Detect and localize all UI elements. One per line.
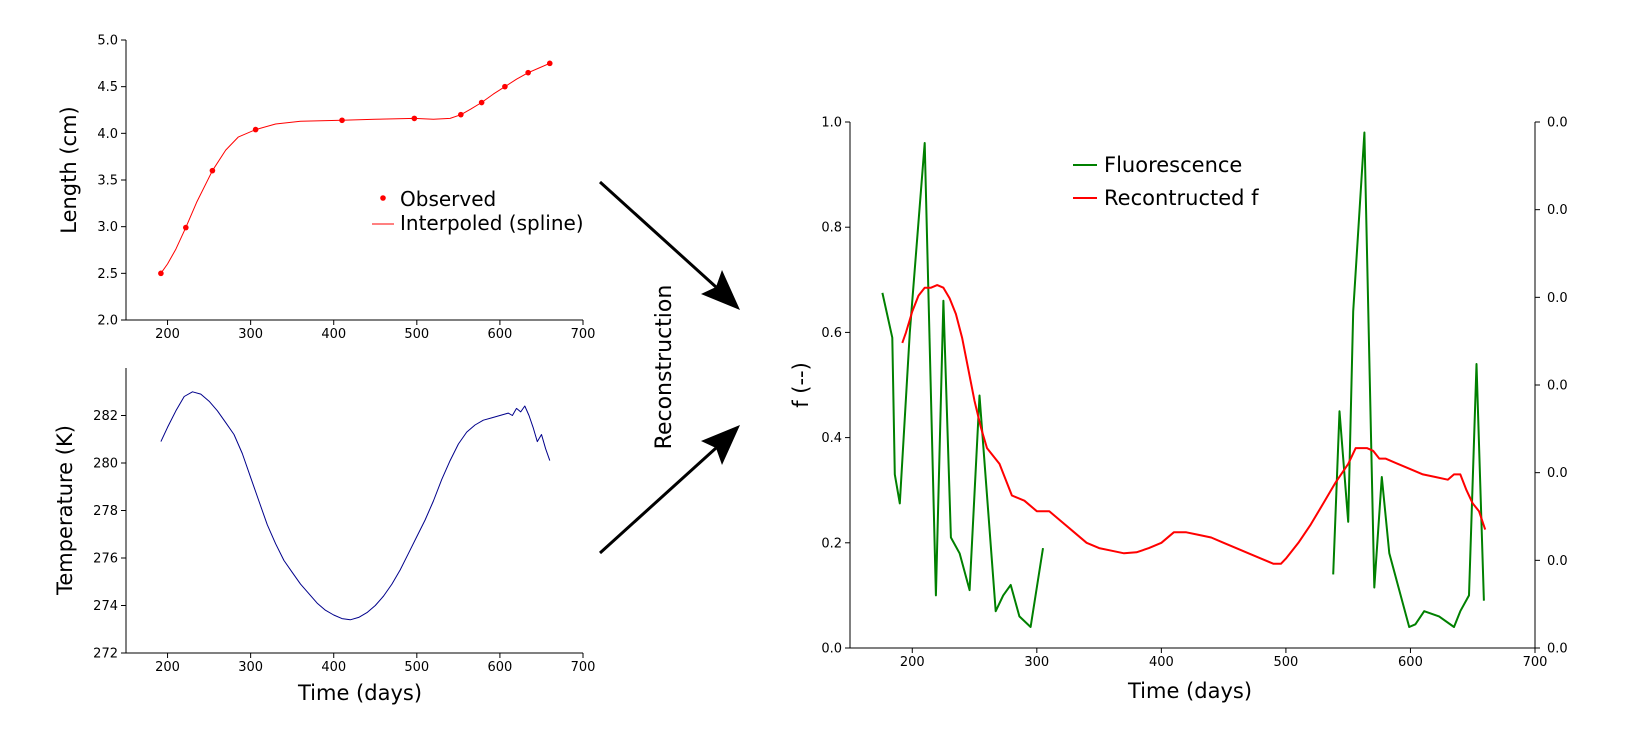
recontructed-f-series-line [901, 284, 1487, 565]
x-tick-label: 200 [155, 660, 180, 675]
y-tick-label: 4.0 [97, 127, 118, 142]
y-tick-label: 280 [93, 457, 118, 472]
length-legend: Observed Interpoled (spline) [372, 187, 584, 235]
right-tick-label: 0.0 [1547, 203, 1568, 218]
arrow-upper-head [701, 270, 740, 310]
x-tick-label: 200 [900, 655, 925, 670]
x-tick-label: 300 [1024, 655, 1049, 670]
x-tick-label: 300 [238, 660, 263, 675]
legend-spline-label: Interpoled (spline) [400, 211, 584, 235]
right-tick-label: 0.0 [1547, 466, 1568, 481]
length-axes [125, 40, 583, 321]
y-tick-label: 0.0 [821, 642, 842, 657]
x-tick-label: 500 [1273, 655, 1298, 670]
x-tick-label: 700 [1523, 655, 1548, 670]
y-tick-label: 276 [93, 552, 118, 567]
x-tick-label: 400 [321, 660, 346, 675]
x-tick-label: 300 [238, 327, 263, 342]
y-tick-label: 272 [93, 647, 118, 662]
right-tick-label: 0.0 [1547, 554, 1568, 569]
y-tick-label: 282 [93, 409, 118, 424]
x-tick-label: 600 [487, 327, 512, 342]
y-tick-label: 5.0 [97, 34, 118, 49]
fluorescence-series-line [1332, 131, 1485, 628]
y-tick-label: 0.6 [821, 326, 842, 341]
arrow-label: Reconstruction [652, 285, 677, 450]
right-tick-label: 0.0 [1547, 116, 1568, 131]
temperature-ylabel: Temperature (K) [53, 425, 77, 596]
temperature-axes [125, 368, 583, 654]
y-tick-label: 4.5 [97, 80, 118, 95]
arrow-upper [598, 180, 718, 289]
x-tick-label: 500 [404, 327, 429, 342]
legend-reconstructed-label: Recontructed f [1104, 186, 1259, 210]
temperature-chart: 272 274 276 278 280 282 200 300 400 500 600 700 Te… [53, 368, 595, 705]
y-tick-label: 0.2 [821, 536, 842, 551]
temperature-series-line [160, 391, 551, 621]
y-tick-label: 0.8 [821, 221, 842, 236]
x-tick-label: 500 [404, 660, 429, 675]
y-tick-label: 2.0 [97, 314, 118, 329]
arrow-lower [598, 446, 718, 555]
legend-fluorescence-label: Fluorescence [1104, 153, 1242, 177]
right-tick-label: 0.0 [1547, 642, 1568, 657]
x-tick-label: 700 [571, 327, 596, 342]
y-tick-label: 3.5 [97, 174, 118, 189]
y-tick-label: 1.0 [821, 116, 842, 131]
x-tick-label: 600 [1398, 655, 1423, 670]
fluorescence-series-line [881, 142, 1044, 628]
y-tick-label: 3.0 [97, 220, 118, 235]
reconstruction-arrows: Reconstruction [598, 180, 740, 555]
x-tick-label: 200 [155, 327, 180, 342]
length-ylabel: Length (cm) [57, 106, 81, 234]
fluorescence-legend: Fluorescence Recontructed f [1073, 153, 1259, 210]
fluorescence-ylabel: f (--) [789, 362, 813, 408]
interpoled-spline-series-line [160, 62, 550, 274]
length-chart: 2.0 2.5 3.0 3.5 4.0 4.5 5.0 200 300 400 500 600 700… [57, 34, 595, 343]
legend-observed-marker [380, 195, 386, 201]
arrow-lower-head [701, 425, 740, 465]
legend-observed-label: Observed [400, 187, 496, 211]
x-tick-label: 400 [321, 327, 346, 342]
y-tick-label: 278 [93, 504, 118, 519]
y-tick-label: 2.5 [97, 267, 118, 282]
temperature-xlabel: Time (days) [297, 681, 422, 705]
x-tick-label: 600 [487, 660, 512, 675]
x-tick-label: 700 [571, 660, 596, 675]
right-tick-label: 0.0 [1547, 379, 1568, 394]
right-tick-label: 0.0 [1547, 291, 1568, 306]
x-tick-label: 400 [1149, 655, 1174, 670]
fluorescence-xlabel: Time (days) [1127, 679, 1252, 703]
y-tick-label: 0.4 [821, 431, 842, 446]
y-tick-label: 274 [93, 599, 118, 614]
fluorescence-chart: 0.0 0.2 0.4 0.6 0.8 1.0 200 300 400 500 600 700 0.… [789, 116, 1568, 704]
